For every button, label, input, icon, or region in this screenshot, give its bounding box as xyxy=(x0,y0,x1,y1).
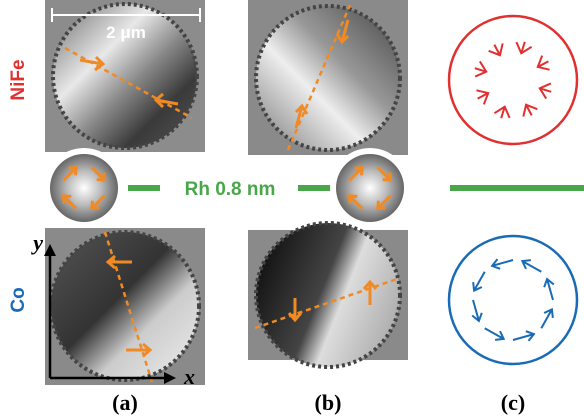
panel-label: (a) xyxy=(112,390,138,415)
axis-x-label: x xyxy=(183,364,195,389)
image-a-top: 2 μm xyxy=(45,0,205,152)
co-arrows xyxy=(472,259,554,341)
vortex-icon xyxy=(330,148,410,228)
scale-bar-label: 2 μm xyxy=(106,23,146,42)
arrow xyxy=(544,279,554,300)
layer-label: NiFe xyxy=(8,59,29,100)
arrow xyxy=(494,107,509,118)
arrow xyxy=(475,61,486,76)
arrow xyxy=(522,260,541,272)
image-b-bottom xyxy=(248,223,408,367)
arrow xyxy=(485,328,504,340)
arrow xyxy=(513,331,534,341)
arrow xyxy=(472,300,482,321)
vortex-icon xyxy=(44,148,124,228)
panel-label: (b) xyxy=(315,390,342,415)
nife-circle xyxy=(449,16,577,144)
arrow xyxy=(476,90,488,104)
arrow xyxy=(540,83,551,98)
axis-y-label: y xyxy=(30,230,43,255)
panel-label: (c) xyxy=(501,390,525,415)
image-b-top xyxy=(248,0,408,155)
arrow xyxy=(538,56,550,70)
arrow xyxy=(489,43,503,55)
arrow xyxy=(473,272,485,291)
co-circle xyxy=(449,236,577,364)
spacer-label: Rh 0.8 nm xyxy=(185,179,276,200)
image-a-bottom xyxy=(45,228,205,385)
arrow xyxy=(541,309,553,328)
arrow xyxy=(516,42,531,53)
arrow xyxy=(523,105,537,117)
figure: 2 μm y x Rh 0.8 nm xyxy=(0,0,584,417)
layer-label: Co xyxy=(8,287,29,312)
nife-arrows xyxy=(475,42,551,118)
arrow xyxy=(492,259,513,269)
